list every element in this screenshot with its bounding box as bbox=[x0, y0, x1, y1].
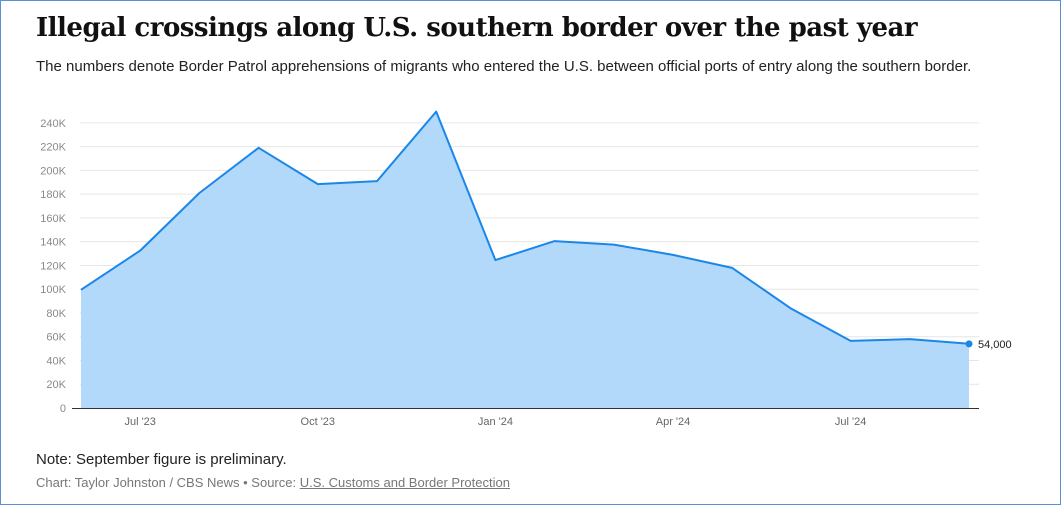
x-tick-label: Jul '24 bbox=[835, 416, 866, 428]
y-tick-label: 20K bbox=[46, 379, 66, 391]
x-tick-label: Apr '24 bbox=[656, 416, 691, 428]
y-tick-label: 120K bbox=[40, 260, 66, 272]
source-link[interactable]: U.S. Customs and Border Protection bbox=[299, 475, 510, 490]
y-tick-label: 40K bbox=[46, 355, 66, 367]
axis-labels: 0 20K 40K 60K 80K 100K 120K 140K 160K 180K 200K 220… bbox=[40, 118, 1011, 428]
y-tick-label: 80K bbox=[46, 308, 66, 320]
chart-subtitle: The numbers denote Border Patrol apprehe… bbox=[36, 58, 972, 75]
chart-note: Note: September figure is preliminary. bbox=[36, 451, 287, 468]
x-tick-label: Jan '24 bbox=[478, 416, 513, 428]
x-tick-label: Jul '23 bbox=[124, 416, 155, 428]
y-tick-label: 100K bbox=[40, 284, 66, 296]
area-fill bbox=[81, 111, 969, 408]
end-value-label: 54,000 bbox=[978, 339, 1012, 351]
y-tick-label: 200K bbox=[40, 165, 66, 177]
y-tick-label: 240K bbox=[40, 118, 66, 130]
series-line bbox=[80, 110, 970, 345]
y-tick-label: 0 bbox=[60, 403, 66, 415]
y-tick-label: 140K bbox=[40, 237, 66, 249]
area-chart: 0 20K 40K 60K 80K 100K 120K 140K 160K 180K 200K 220… bbox=[40, 110, 1012, 428]
credit-text: Chart: Taylor Johnston / CBS News • Sour… bbox=[36, 475, 300, 490]
end-point-marker bbox=[965, 340, 973, 348]
y-tick-label: 160K bbox=[40, 213, 66, 225]
chart-credit: Chart: Taylor Johnston / CBS News • Sour… bbox=[36, 475, 510, 490]
chart-title: Illegal crossings along U.S. southern bo… bbox=[36, 13, 918, 43]
y-tick-label: 220K bbox=[40, 142, 66, 154]
plot-area bbox=[72, 110, 979, 409]
x-tick-label: Oct '23 bbox=[301, 416, 336, 428]
y-tick-label: 60K bbox=[46, 332, 66, 344]
y-tick-label: 180K bbox=[40, 189, 66, 201]
